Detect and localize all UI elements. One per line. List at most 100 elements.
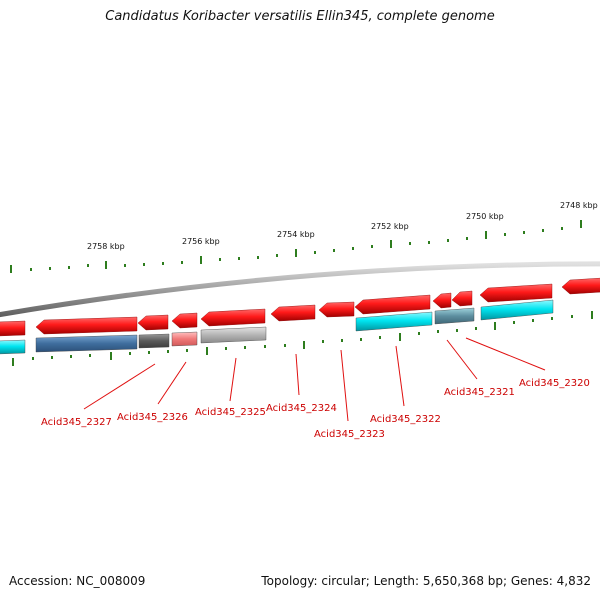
tick-minor bbox=[333, 249, 335, 252]
tick-minor bbox=[551, 317, 553, 320]
leader-line bbox=[295, 353, 300, 396]
feature-block bbox=[35, 334, 138, 353]
tick-major bbox=[110, 352, 112, 360]
leader-line bbox=[340, 349, 349, 422]
gene-arrow-forward bbox=[561, 277, 600, 295]
gene-labels: Acid345_2327 Acid345_2326 Acid345_2325 A… bbox=[41, 378, 590, 440]
tick-minor bbox=[475, 327, 477, 330]
tick-minor bbox=[513, 321, 515, 324]
tick-minor bbox=[447, 239, 449, 242]
tick-minor bbox=[360, 338, 362, 341]
tick-minor bbox=[314, 251, 316, 254]
tick-minor bbox=[352, 247, 354, 250]
gene-label: Acid345_2326 bbox=[117, 412, 188, 423]
tick-major bbox=[591, 311, 593, 319]
tick-minor bbox=[418, 332, 420, 335]
tick-minor bbox=[68, 266, 70, 269]
tick-minor bbox=[322, 340, 324, 343]
tick-minor bbox=[30, 268, 32, 271]
leader-line bbox=[157, 361, 187, 405]
gene-arrow-forward bbox=[35, 316, 138, 335]
tick-major bbox=[105, 261, 107, 269]
gene-arrow-forward bbox=[318, 301, 355, 318]
gene-arrow-forward bbox=[432, 292, 452, 309]
reverse-genes bbox=[0, 299, 554, 355]
gene-arrow-forward bbox=[270, 304, 316, 322]
tick-minor bbox=[238, 257, 240, 260]
map-title: Candidatus Koribacter versatilis Ellin34… bbox=[105, 9, 495, 24]
feature-block bbox=[200, 326, 267, 344]
tick-major bbox=[200, 256, 202, 264]
tick-minor bbox=[437, 330, 439, 333]
tick-minor bbox=[181, 261, 183, 264]
tick-major bbox=[295, 249, 297, 257]
topology-text: Topology: circular; Length: 5,650,368 bp… bbox=[261, 574, 591, 588]
gene-label: Acid345_2325 bbox=[195, 407, 266, 418]
gene-arrow-forward bbox=[354, 294, 431, 315]
tick-minor bbox=[341, 339, 343, 342]
tick-minor bbox=[129, 352, 131, 355]
tick-major bbox=[12, 358, 14, 366]
tick-minor bbox=[571, 315, 573, 318]
leader-line bbox=[446, 339, 478, 380]
inner-ticks bbox=[12, 311, 593, 366]
tick-minor bbox=[162, 262, 164, 265]
tick-minor bbox=[284, 344, 286, 347]
tick-minor bbox=[51, 356, 53, 359]
gene-arrow-forward bbox=[451, 290, 473, 307]
gene-arrow-reverse bbox=[355, 311, 433, 332]
tick-major bbox=[485, 231, 487, 239]
gene-label: Acid345_2327 bbox=[41, 417, 112, 428]
tick-minor bbox=[409, 242, 411, 245]
kbp-label: 2752 kbp bbox=[371, 222, 409, 231]
leader-line bbox=[465, 337, 546, 371]
leader-line bbox=[83, 363, 156, 410]
kbp-label: 2758 kbp bbox=[87, 242, 125, 251]
tick-minor bbox=[532, 319, 534, 322]
tick-minor bbox=[456, 329, 458, 332]
tick-minor bbox=[89, 354, 91, 357]
tick-minor bbox=[561, 227, 563, 230]
feature-block bbox=[138, 333, 170, 349]
tick-minor bbox=[504, 233, 506, 236]
tick-major bbox=[399, 333, 401, 341]
gene-arrow-forward bbox=[0, 320, 26, 337]
tick-minor bbox=[523, 231, 525, 234]
leader-line bbox=[395, 345, 405, 407]
gene-arrow-forward bbox=[171, 312, 198, 329]
tick-minor bbox=[257, 256, 259, 259]
tick-minor bbox=[143, 263, 145, 266]
tick-minor bbox=[70, 355, 72, 358]
tick-minor bbox=[87, 264, 89, 267]
gene-label: Acid345_2320 bbox=[519, 378, 590, 389]
gene-label: Acid345_2323 bbox=[314, 429, 385, 440]
tick-minor bbox=[276, 254, 278, 257]
tick-minor bbox=[148, 351, 150, 354]
tick-minor bbox=[219, 258, 221, 261]
tick-minor bbox=[379, 336, 381, 339]
kbp-label: 2750 kbp bbox=[466, 212, 504, 221]
forward-genes bbox=[0, 277, 600, 337]
accession-text: Accession: NC_008009 bbox=[9, 574, 146, 588]
gene-arrow-forward bbox=[200, 308, 266, 327]
gene-arrow-reverse bbox=[480, 299, 554, 321]
tick-minor bbox=[32, 357, 34, 360]
tick-minor bbox=[466, 237, 468, 240]
gene-label: Acid345_2322 bbox=[370, 414, 441, 425]
tick-minor bbox=[124, 264, 126, 267]
tick-minor bbox=[264, 345, 266, 348]
gene-arrow-forward bbox=[137, 314, 169, 331]
tick-major bbox=[580, 220, 582, 228]
tick-minor bbox=[244, 346, 246, 349]
feature-block bbox=[434, 307, 475, 325]
tick-minor bbox=[542, 229, 544, 232]
gene-label: Acid345_2324 bbox=[266, 403, 337, 414]
kbp-label: 2756 kbp bbox=[182, 237, 220, 246]
kbp-labels: 2758 kbp 2756 kbp 2754 kbp 2752 kbp 2750… bbox=[87, 201, 598, 251]
gene-label: Acid345_2321 bbox=[444, 387, 515, 398]
tick-major bbox=[206, 347, 208, 355]
tick-minor bbox=[428, 241, 430, 244]
label-leaders bbox=[83, 337, 546, 422]
feature-block bbox=[171, 331, 198, 347]
